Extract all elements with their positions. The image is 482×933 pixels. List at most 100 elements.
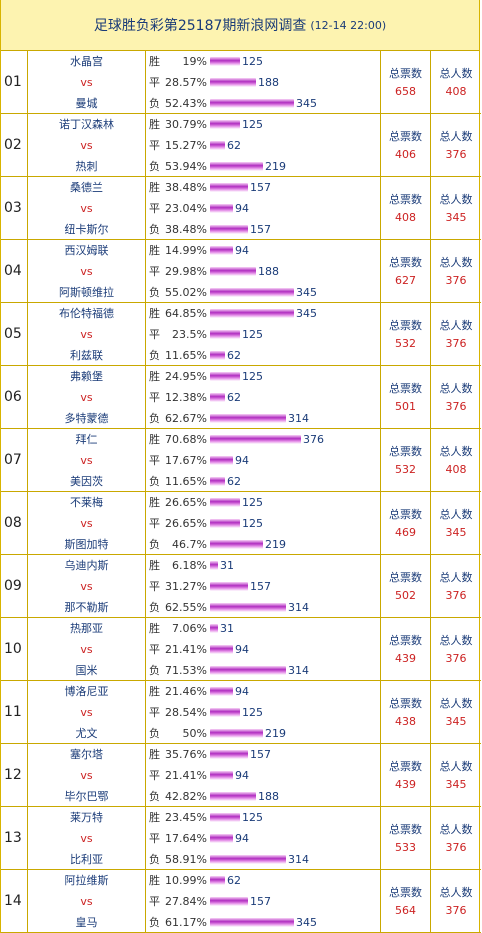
stat-label-loss: 负 xyxy=(149,790,160,803)
away-team-link[interactable]: 尤文 xyxy=(75,727,98,740)
home-team-link[interactable]: 阿拉维斯 xyxy=(64,874,109,887)
stat-percent-win: 23.45% xyxy=(165,811,207,824)
total-votes-label: 总票数 xyxy=(389,886,422,899)
vs-label: vs xyxy=(80,580,93,593)
away-team-link[interactable]: 毕尔巴鄂 xyxy=(64,790,109,803)
stat-line-draw: 平 15.27% 62 xyxy=(146,135,380,156)
stat-percent-win: 64.85% xyxy=(165,307,207,320)
away-team-link[interactable]: 阿斯顿维拉 xyxy=(59,286,114,299)
match-number: 07 xyxy=(1,429,28,491)
total-people-value: 376 xyxy=(445,904,467,917)
stat-label-draw: 平 xyxy=(149,391,160,404)
vote-bar-loss xyxy=(210,666,286,675)
total-votes-value: 533 xyxy=(395,841,416,854)
stat-percent-loss: 71.53% xyxy=(165,664,207,677)
total-votes-label: 总票数 xyxy=(389,697,422,710)
home-team-link[interactable]: 博洛尼亚 xyxy=(64,685,109,698)
away-team-link[interactable]: 利兹联 xyxy=(70,349,103,362)
page-title: 足球胜负彩第25187期新浪网调查 xyxy=(93,18,307,34)
vote-bar-loss xyxy=(210,603,286,612)
stat-percent-loss: 53.94% xyxy=(165,160,207,173)
stat-label-loss: 负 xyxy=(149,160,160,173)
match-row: 06 弗赖堡 vs 多特蒙德 胜 24.95% 125 平 12.38% 62 负 62.67% 314… xyxy=(1,366,481,429)
home-team-link[interactable]: 西汉姆联 xyxy=(64,244,109,257)
vs-label: vs xyxy=(80,895,93,908)
stat-line-draw: 平 17.67% 94 xyxy=(146,450,380,471)
away-team-link[interactable]: 纽卡斯尔 xyxy=(64,223,109,236)
total-people: 总人数 376 xyxy=(431,366,481,428)
stat-count-win: 157 xyxy=(250,181,271,194)
vote-bar-loss xyxy=(210,477,225,486)
away-team-link[interactable]: 热刺 xyxy=(75,160,98,173)
match-teams: 布伦特福德 vs 利兹联 xyxy=(28,303,146,365)
match-teams: 弗赖堡 vs 多特蒙德 xyxy=(28,366,146,428)
stat-line-draw: 平 29.98% 188 xyxy=(146,261,380,282)
stat-count-draw: 94 xyxy=(235,769,249,782)
home-team-link[interactable]: 桑德兰 xyxy=(70,181,103,194)
total-people-value: 408 xyxy=(445,85,467,98)
total-people-value: 376 xyxy=(445,652,467,665)
total-people-value: 345 xyxy=(445,778,467,791)
stat-count-win: 157 xyxy=(250,748,271,761)
home-team-link[interactable]: 不莱梅 xyxy=(70,496,103,509)
stat-label-draw: 平 xyxy=(149,832,160,845)
home-team-link[interactable]: 拜仁 xyxy=(75,433,98,446)
stat-count-win: 31 xyxy=(220,622,234,635)
stat-label-loss: 负 xyxy=(149,664,160,677)
stat-line-draw: 平 31.27% 157 xyxy=(146,576,380,597)
vs-label: vs xyxy=(80,265,93,278)
vote-bar-win xyxy=(210,561,218,570)
stat-percent-draw: 28.57% xyxy=(165,76,207,89)
total-people: 总人数 376 xyxy=(431,555,481,617)
total-votes-value: 532 xyxy=(395,337,416,350)
stat-percent-win: 10.99% xyxy=(165,874,207,887)
match-row: 01 水晶宫 vs 曼城 胜 19% 125 平 28.57% 188 负 52.43% 345 总票数 6… xyxy=(1,51,481,114)
stat-count-loss: 219 xyxy=(265,538,286,551)
vote-bar-draw xyxy=(210,834,233,843)
total-people: 总人数 376 xyxy=(431,870,481,932)
away-team-link[interactable]: 美因茨 xyxy=(70,475,103,488)
stat-percent-win: 19% xyxy=(182,55,207,68)
stat-count-draw: 157 xyxy=(250,580,271,593)
home-team-link[interactable]: 弗赖堡 xyxy=(70,370,103,383)
stat-line-draw: 平 23.04% 94 xyxy=(146,198,380,219)
stat-percent-loss: 38.48% xyxy=(165,223,207,236)
stat-count-draw: 125 xyxy=(242,328,263,341)
home-team-link[interactable]: 布伦特福德 xyxy=(59,307,114,320)
vs-label: vs xyxy=(80,76,93,89)
stat-label-draw: 平 xyxy=(149,643,160,656)
stat-percent-loss: 61.17% xyxy=(165,916,207,929)
home-team-link[interactable]: 热那亚 xyxy=(70,622,103,635)
stat-label-loss: 负 xyxy=(149,601,160,614)
stat-line-loss: 负 11.65% 62 xyxy=(146,345,380,366)
away-team-link[interactable]: 斯图加特 xyxy=(64,538,109,551)
match-teams: 桑德兰 vs 纽卡斯尔 xyxy=(28,177,146,239)
stat-label-draw: 平 xyxy=(149,517,160,530)
total-votes-label: 总票数 xyxy=(389,760,422,773)
home-team-link[interactable]: 诺丁汉森林 xyxy=(59,118,114,131)
total-people-value: 376 xyxy=(445,337,467,350)
vs-label: vs xyxy=(80,202,93,215)
home-team-link[interactable]: 莱万特 xyxy=(70,811,103,824)
stat-count-win: 125 xyxy=(242,118,263,131)
home-team-link[interactable]: 水晶宫 xyxy=(70,55,103,68)
total-people-label: 总人数 xyxy=(439,67,473,80)
away-team-link[interactable]: 比利亚 xyxy=(70,853,103,866)
away-team-link[interactable]: 曼城 xyxy=(75,97,98,110)
vs-label: vs xyxy=(80,139,93,152)
stat-count-loss: 188 xyxy=(258,790,279,803)
away-team-link[interactable]: 那不勒斯 xyxy=(64,601,109,614)
stat-line-draw: 平 12.38% 62 xyxy=(146,387,380,408)
stat-count-loss: 345 xyxy=(296,286,317,299)
home-team-link[interactable]: 塞尔塔 xyxy=(70,748,103,761)
match-row: 04 西汉姆联 vs 阿斯顿维拉 胜 14.99% 94 平 29.98% 188 负 55.02% 3… xyxy=(1,240,481,303)
total-votes: 总票数 533 xyxy=(381,807,431,869)
away-team-link[interactable]: 多特蒙德 xyxy=(64,412,109,425)
match-teams: 拜仁 vs 美因茨 xyxy=(28,429,146,491)
stat-count-win: 125 xyxy=(242,496,263,509)
away-team-link[interactable]: 国米 xyxy=(75,664,98,677)
vote-stats: 胜 6.18% 31 平 31.27% 157 负 62.55% 314 xyxy=(146,555,381,617)
home-team-link[interactable]: 乌迪内斯 xyxy=(64,559,109,572)
total-people-value: 376 xyxy=(445,841,467,854)
away-team-link[interactable]: 皇马 xyxy=(75,916,98,929)
